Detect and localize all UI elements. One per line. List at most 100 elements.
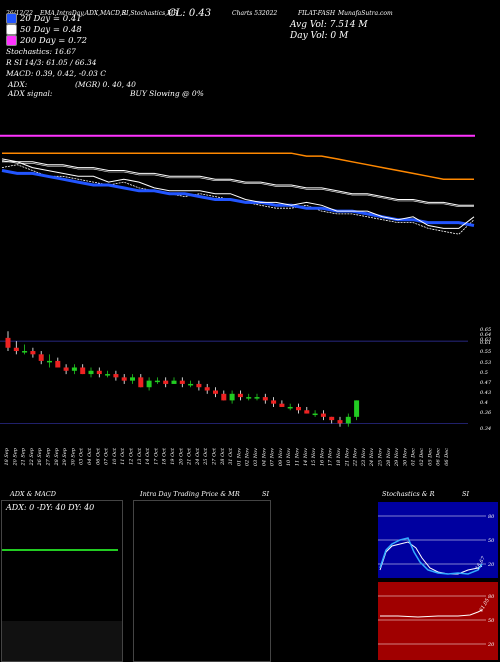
date-tick: 25 Oct — [203, 447, 209, 466]
adx-signal-readout: ADX signal: — [8, 89, 53, 98]
price-tick: 0.47 — [480, 380, 492, 386]
candle-up — [146, 380, 152, 388]
intraday-panel-title: Intra Day Trading Price & MR — [140, 490, 240, 498]
date-tick: 12 Oct — [129, 447, 135, 465]
rsi-bg — [378, 582, 498, 660]
date-tick: 11 Oct — [120, 447, 126, 465]
legend-item-50day: 50 Day = 0.48 — [6, 24, 106, 35]
candle-up — [254, 397, 260, 399]
legend-item-200day: 200 Day = 0.72 — [6, 35, 106, 46]
date-tick: 07 Nov — [270, 448, 276, 466]
macd-readout: MACD: 0.39, 0.42, -0.03 C — [6, 69, 107, 78]
date-tick: 21 Nov — [344, 448, 350, 467]
date-tick: 16 Nov — [319, 448, 325, 466]
stoch-chart: 80 50 20 16.67 80 50 20 61.05 — [378, 502, 498, 660]
stoch-tick-20: 20 — [487, 562, 495, 568]
rsi-tick-80: 80 — [488, 594, 495, 600]
date-tick: 24 Oct — [195, 447, 201, 466]
date-tick: 03 Oct — [79, 447, 85, 465]
date-tick: 11 Nov — [295, 448, 301, 466]
adx-readout: ADX: — [8, 80, 28, 89]
date-axis: 18 Sep 20 Sep 21 Sep 22 Sep 26 Sep 27 Sep 28 S… — [4, 447, 450, 467]
date-tick: 26 Sep — [37, 447, 43, 466]
date-tick: 06 Oct — [95, 447, 101, 465]
date-tick: 07 Oct — [104, 447, 110, 465]
candle-down — [304, 410, 310, 414]
header-stoch: SI,Stochastics,MR — [122, 10, 178, 17]
date-tick: 20 Sep — [12, 447, 18, 466]
date-tick: 22 Sep — [29, 447, 35, 466]
date-tick: 29 Nov — [394, 448, 400, 467]
date-tick: 19 Oct — [170, 447, 176, 465]
date-tick: 18 Sep — [4, 447, 10, 465]
candle-down — [38, 354, 44, 361]
candle-up — [88, 370, 94, 375]
date-tick: 14 Nov — [303, 448, 309, 466]
price-tick: 0.55 — [480, 349, 491, 355]
candle-up — [130, 377, 135, 381]
adx-panel-title: ADX & MACD — [10, 490, 56, 498]
avg-volume: Avg Vol: 7.514 M — [290, 20, 368, 30]
candle-down — [237, 393, 243, 398]
candle-down — [55, 360, 61, 368]
date-tick: 18 Oct — [162, 447, 168, 465]
date-tick: 01 Dec — [411, 448, 417, 466]
date-tick: 02 Dec — [419, 448, 425, 466]
date-tick: 09 Nov — [278, 448, 284, 466]
date-tick: 28 Nov — [386, 448, 392, 467]
date-tick: 10 Oct — [112, 447, 118, 465]
adx-macd-panel: ADX: 0 -DY: 40 DY: 40 — [1, 500, 123, 662]
candle-up — [287, 406, 293, 409]
price-tick: 0.34 — [480, 426, 491, 432]
adx-line — [2, 549, 118, 551]
date-tick: 18 Nov — [336, 448, 342, 466]
stoch-tick-80: 80 — [488, 514, 495, 520]
candle-down — [30, 351, 36, 355]
header-stock-name: FILAT-FASH — [298, 10, 336, 17]
candle-up — [312, 413, 318, 416]
candlesticks — [5, 331, 360, 427]
date-tick: 06 Dec — [444, 448, 450, 466]
candle-up — [229, 393, 235, 401]
candle-down — [329, 416, 335, 421]
stoch-panel-title: Stochastics & R — [382, 490, 435, 498]
date-tick: 22 Nov — [353, 448, 359, 467]
legend-swatch-magenta — [6, 35, 17, 46]
legend-label: 50 Day = 0.48 — [20, 24, 82, 35]
candle-down — [320, 413, 326, 417]
candle-down — [213, 390, 218, 394]
candle-up — [246, 397, 252, 399]
intraday-panel-si: SI — [262, 490, 270, 498]
stoch-readout: Stochastics: 16.67 — [6, 47, 76, 56]
mr-readout: (MGR) 0. 40, 40 — [75, 80, 136, 89]
date-tick: 02 Nov — [245, 448, 251, 466]
price-grid — [0, 340, 468, 424]
buy-signal: BUY Slowing @ 0% — [130, 89, 204, 98]
candle-down — [96, 370, 102, 375]
date-tick: 28 Oct — [220, 447, 226, 466]
candle-up — [47, 360, 52, 363]
date-tick: 28 Sep — [54, 447, 60, 466]
price-tick: 0.64 — [480, 332, 491, 338]
rsi-tick-20: 20 — [487, 642, 495, 648]
candle-down — [13, 347, 19, 352]
candle-up — [345, 416, 351, 424]
stoch-panel-si: SI — [462, 490, 470, 498]
price-tick: 0.63 — [480, 337, 491, 343]
candle-down — [337, 420, 343, 424]
rsi-line — [380, 609, 483, 618]
day-volume: Day Vol: 0 M — [290, 31, 349, 41]
candle-up — [22, 351, 28, 353]
date-tick: 04 Nov — [261, 448, 267, 466]
ema100-line — [2, 152, 474, 180]
candle-down — [296, 406, 301, 411]
date-tick: 20 Oct — [178, 447, 184, 466]
candle-down — [113, 374, 119, 378]
date-tick: 03 Nov — [253, 448, 259, 466]
date-tick: 30 Nov — [402, 448, 408, 466]
stoch-panel: 80 50 20 16.67 80 50 20 61.05 — [378, 500, 498, 660]
date-tick: 05 Dec — [427, 448, 433, 466]
price-tick: 0.5 — [480, 370, 488, 376]
date-tick: 17 Nov — [328, 448, 334, 466]
candle-up — [188, 383, 194, 386]
